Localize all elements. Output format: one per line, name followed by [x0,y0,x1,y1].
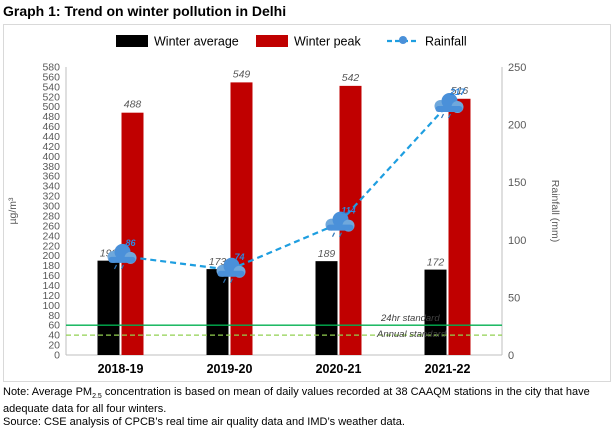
note-body: concentration is based on mean of daily … [3,386,590,416]
legend-label: Winter average [154,35,239,49]
y2-tick-label: 100 [508,235,526,247]
y-tick-label: 180 [42,260,60,272]
rain-drop [447,113,452,119]
x-tick-label: 2019-20 [207,362,253,376]
y2-tick-label: 150 [508,177,526,189]
bar-value-label: 542 [342,72,360,84]
y2-tick-label: 200 [508,120,526,132]
y-tick-label: 420 [42,141,60,153]
chart-frame: 0 20 40 60 80 100 120 140 160 180 200 220 240 260 280 3… [3,24,611,382]
x-tick-label: 2020-21 [316,362,362,376]
legend-cloud-icon [399,36,407,44]
legend-swatch-winter-peak [256,35,288,47]
y-tick-label: 440 [42,131,60,143]
rainfall-value-label: 114 [341,206,355,216]
graph-title: Graph 1: Trend on winter pollution in De… [3,3,287,19]
y2-tick-label: 50 [508,292,520,304]
bar-winter-average [97,260,120,355]
y-tick-label: 20 [48,340,60,352]
reference-line-label: Annual standard [376,329,447,340]
rainfall-value-label: 217 [449,87,466,97]
legend-label: Rainfall [425,35,467,49]
bar-value-label: 488 [124,99,142,111]
y-tick-label: 560 [42,71,60,83]
y-tick-label: 460 [42,121,60,133]
source-line: Source: CSE analysis of CPCB’s real time… [3,416,405,429]
y-tick-label: 40 [48,330,60,342]
bar-winter-peak [230,82,253,356]
y-tick-label: 540 [42,81,60,93]
bar-winter-average [315,261,338,355]
y-tick-label: 140 [42,280,60,292]
bar-winter-average [424,269,447,355]
legend-swatch-winter-average [116,35,148,47]
y-tick-label: 380 [42,161,60,173]
rain-drop [338,232,343,237]
bar-winter-peak [121,112,144,355]
y-tick-label: 500 [42,101,60,113]
y-tick-label: 480 [42,111,60,123]
rainfall-value-label: 74 [234,252,244,262]
reference-line-label: 24hr standard [380,313,440,324]
rain-cloud-icon [435,106,463,113]
y-tick-label: 60 [48,320,60,332]
rain-drop [113,264,118,270]
y-tick-label: 120 [42,290,60,302]
y-tick-label: 100 [42,300,60,312]
x-tick-label: 2021-22 [425,362,471,376]
y-tick-label: 220 [42,240,60,252]
rain-drop [229,278,234,284]
y-tick-label: 160 [42,270,60,282]
pollution-chart: 0204060801001201401601802002202402602803… [7,35,561,377]
rain-drop [120,264,125,270]
bar-winter-peak [448,98,471,356]
y-tick-label: 260 [42,220,60,232]
bar-winter-average [206,269,229,355]
y-tick-label: 400 [42,151,60,163]
rain-cloud-icon [108,256,136,263]
bar-value-label: 549 [233,68,251,80]
bar-value-label: 516 [451,85,469,97]
y-tick-label: 300 [42,201,60,213]
rainfall-line [120,104,449,271]
y2-tick-label: 250 [508,62,526,74]
y-tick-label: 200 [42,250,60,262]
y2-axis-title: Rainfall (mm) [549,180,561,242]
y2-tick-label: 0 [508,350,514,362]
y-tick-label: 80 [48,310,60,322]
x-tick-label: 2018-19 [98,362,144,376]
y-tick-label: 580 [42,62,60,74]
note-prefix: Note: Average PM [3,386,93,398]
rain-drop [331,232,336,237]
y-tick-label: 320 [42,191,60,203]
y-tick-label: 240 [42,230,60,242]
legend-label: Winter peak [294,35,361,49]
y-tick-label: 520 [42,91,60,103]
bar-value-label: 189 [318,248,336,260]
rain-drop [440,113,445,119]
rainfall-value-label: 86 [125,238,136,248]
y-axis-title: µg/m³ [7,197,19,225]
rain-drop [222,278,227,284]
rain-cloud-icon [326,224,354,231]
y-tick-label: 340 [42,181,60,193]
y-tick-label: 0 [54,350,60,362]
bar-value-label: 172 [427,257,445,269]
note-subscript: 2.5 [92,393,102,401]
y-tick-label: 280 [42,210,60,222]
note-line: Note: Average PM2.5 concentration is bas… [3,386,613,416]
rain-cloud-icon [217,270,245,277]
chart-notes: Note: Average PM2.5 concentration is bas… [3,386,613,429]
y-tick-label: 360 [42,171,60,183]
